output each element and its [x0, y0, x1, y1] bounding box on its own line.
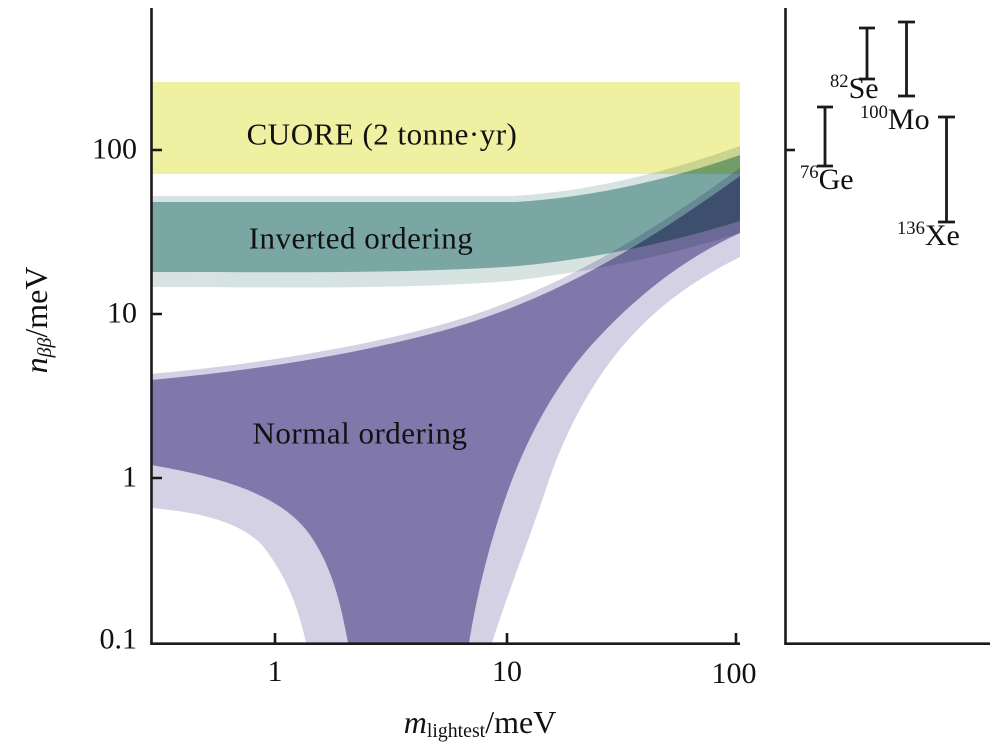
isotope-label-76ge: 76Ge — [800, 162, 854, 196]
band-normal-dark — [152, 176, 740, 643]
x-axis-label: mlightest/meV — [403, 704, 557, 740]
y-tick-0p1: 0.1 — [99, 622, 138, 656]
y-tick-1: 1 — [122, 460, 137, 494]
band-normal-edge-bottom-right — [469, 233, 740, 643]
main-y-ticks — [152, 148, 162, 480]
isotope-element-ge: Ge — [818, 163, 854, 196]
isotope-label-82se: 82Se — [830, 71, 879, 105]
x-axis-symbol: m — [403, 704, 427, 740]
isotope-mass-82: 82 — [830, 71, 849, 92]
band-inverted-dark — [152, 155, 740, 273]
x-axis-unit: /meV — [485, 704, 557, 740]
bands-group — [152, 82, 740, 643]
errorbar-76ge — [817, 105, 833, 168]
y-axis-symbol: n — [18, 357, 54, 374]
experiment-errorbars — [817, 20, 955, 224]
y-tick-100: 100 — [92, 132, 137, 166]
band-label-inverted: Inverted ordering — [248, 220, 474, 256]
isotope-label-136xe: 136Xe — [897, 218, 960, 252]
band-label-cuore: CUORE (2 tonne·yr) — [246, 116, 518, 152]
errorbar-100mo — [898, 20, 915, 98]
isotope-element-xe: Xe — [924, 219, 960, 252]
band-inverted-edge-top — [152, 146, 740, 202]
x-tick-100: 100 — [711, 657, 757, 690]
main-axes — [150, 8, 740, 645]
isotope-mass-100: 100 — [860, 102, 888, 123]
band-normal-edge-bottom-left — [152, 465, 348, 643]
x-tick-1: 1 — [267, 655, 283, 688]
errorbar-136xe — [938, 115, 955, 224]
main-x-ticks — [273, 633, 738, 643]
isotope-mass-76: 76 — [800, 162, 819, 183]
x-tick-10: 10 — [492, 655, 522, 688]
errorbar-82se — [859, 26, 875, 81]
y-axis-subscript: ββ — [33, 337, 56, 358]
isotope-element-se: Se — [848, 72, 879, 105]
y-axis-label: nββ/meV — [18, 266, 56, 374]
isotope-mass-136: 136 — [897, 218, 925, 239]
isotope-element-mo: Mo — [887, 103, 930, 136]
y-axis-unit: /meV — [18, 266, 54, 338]
right-panel-axes — [784, 8, 990, 645]
isotope-label-100mo: 100Mo — [860, 102, 930, 136]
x-axis-subscript: lightest — [426, 719, 486, 742]
y-tick-10: 10 — [107, 296, 137, 330]
band-label-normal: Normal ordering — [252, 415, 468, 451]
band-cuore — [152, 82, 740, 174]
